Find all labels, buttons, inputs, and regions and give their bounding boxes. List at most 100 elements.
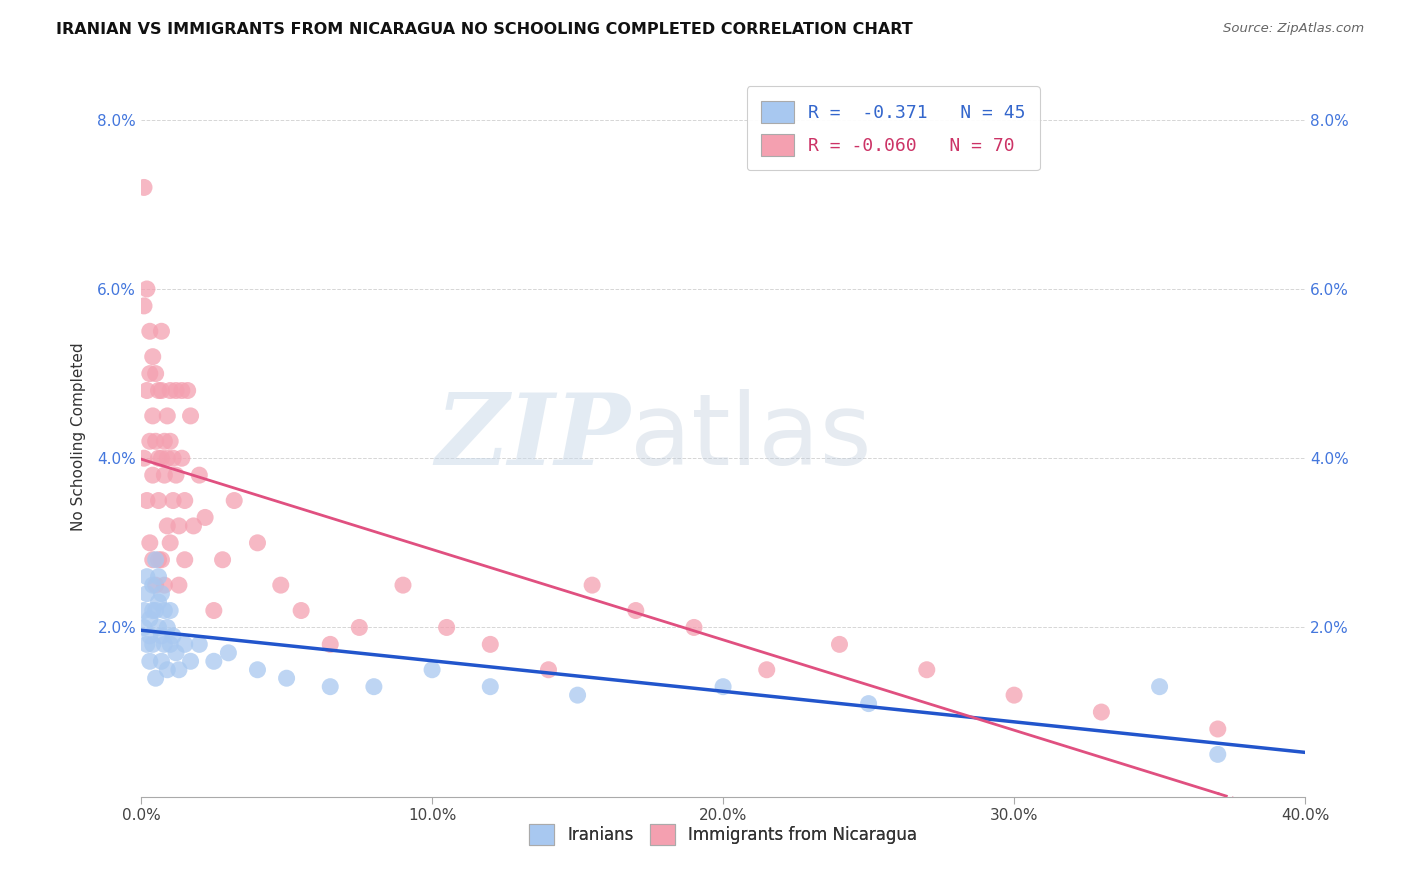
Point	[145, 603, 167, 617]
Point	[139, 654, 162, 668]
Point	[217, 646, 239, 660]
Point	[246, 663, 269, 677]
Point	[139, 629, 162, 643]
Point	[1002, 688, 1025, 702]
Point	[139, 434, 162, 449]
Point	[165, 384, 187, 398]
Point	[148, 384, 170, 398]
Point	[145, 434, 167, 449]
Point	[170, 384, 193, 398]
Point	[828, 637, 851, 651]
Point	[150, 654, 173, 668]
Point	[156, 620, 179, 634]
Point	[479, 637, 502, 651]
Text: ZIP: ZIP	[434, 389, 630, 485]
Point	[142, 468, 165, 483]
Point	[153, 468, 176, 483]
Point	[246, 536, 269, 550]
Point	[142, 578, 165, 592]
Point	[156, 409, 179, 423]
Point	[915, 663, 938, 677]
Point	[176, 384, 198, 398]
Point	[150, 451, 173, 466]
Point	[142, 637, 165, 651]
Point	[148, 620, 170, 634]
Point	[170, 451, 193, 466]
Point	[180, 654, 202, 668]
Point	[153, 578, 176, 592]
Point	[173, 553, 195, 567]
Point	[167, 519, 190, 533]
Point	[135, 586, 157, 600]
Point	[188, 468, 211, 483]
Point	[162, 493, 184, 508]
Point	[276, 671, 298, 685]
Point	[319, 680, 342, 694]
Point	[132, 603, 155, 617]
Point	[1090, 705, 1112, 719]
Point	[142, 553, 165, 567]
Point	[392, 578, 415, 592]
Point	[165, 468, 187, 483]
Point	[1206, 747, 1229, 762]
Point	[135, 637, 157, 651]
Point	[581, 578, 603, 592]
Text: atlas: atlas	[630, 389, 872, 485]
Point	[755, 663, 778, 677]
Point	[153, 603, 176, 617]
Point	[211, 553, 233, 567]
Point	[683, 620, 706, 634]
Point	[159, 384, 181, 398]
Point	[159, 603, 181, 617]
Point	[132, 180, 155, 194]
Point	[148, 569, 170, 583]
Point	[479, 680, 502, 694]
Point	[1206, 722, 1229, 736]
Point	[363, 680, 385, 694]
Point	[132, 620, 155, 634]
Point	[148, 595, 170, 609]
Point	[135, 282, 157, 296]
Point	[139, 536, 162, 550]
Point	[150, 324, 173, 338]
Point	[567, 688, 589, 702]
Point	[173, 493, 195, 508]
Point	[202, 603, 225, 617]
Point	[711, 680, 734, 694]
Point	[224, 493, 246, 508]
Point	[349, 620, 371, 634]
Point	[145, 671, 167, 685]
Text: Source: ZipAtlas.com: Source: ZipAtlas.com	[1223, 22, 1364, 36]
Point	[156, 519, 179, 533]
Point	[142, 603, 165, 617]
Point	[132, 299, 155, 313]
Point	[270, 578, 292, 592]
Point	[858, 697, 880, 711]
Point	[436, 620, 458, 634]
Point	[159, 434, 181, 449]
Point	[167, 663, 190, 677]
Point	[135, 384, 157, 398]
Point	[167, 578, 190, 592]
Point	[159, 637, 181, 651]
Point	[139, 367, 162, 381]
Text: IRANIAN VS IMMIGRANTS FROM NICARAGUA NO SCHOOLING COMPLETED CORRELATION CHART: IRANIAN VS IMMIGRANTS FROM NICARAGUA NO …	[56, 22, 912, 37]
Point	[202, 654, 225, 668]
Y-axis label: No Schooling Completed: No Schooling Completed	[72, 343, 86, 532]
Point	[183, 519, 205, 533]
Point	[156, 663, 179, 677]
Point	[139, 612, 162, 626]
Point	[173, 637, 195, 651]
Point	[135, 569, 157, 583]
Point	[150, 629, 173, 643]
Point	[142, 409, 165, 423]
Point	[142, 350, 165, 364]
Point	[159, 536, 181, 550]
Point	[319, 637, 342, 651]
Point	[1149, 680, 1171, 694]
Point	[165, 646, 187, 660]
Point	[194, 510, 217, 524]
Point	[162, 451, 184, 466]
Point	[150, 553, 173, 567]
Point	[537, 663, 560, 677]
